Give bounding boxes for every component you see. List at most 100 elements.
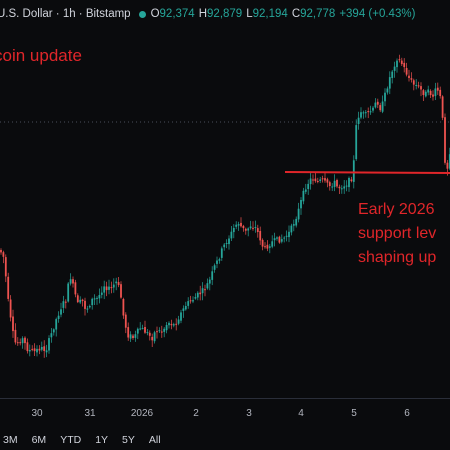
candle-body [441,96,444,118]
candle-body [300,200,302,209]
candle-body [175,323,178,325]
candle-body [345,185,348,187]
candle-body [381,101,384,112]
candle-body [331,186,334,188]
candle-body [79,299,82,303]
range-button-1y[interactable]: 1Y [95,434,109,446]
candle-body [177,319,180,324]
support-level-line[interactable] [284,171,450,174]
price-chart-area[interactable]: coin update Early 2026 support lev shapi… [0,0,450,398]
candle-body [249,226,252,229]
candle-body [374,102,377,108]
candle-body [261,239,264,247]
candle-body [333,180,336,187]
candle-body [50,333,53,338]
time-axis[interactable]: 30 31 2026 2 3 4 5 6 [0,398,450,427]
candle-body [40,347,43,350]
range-button-6m[interactable]: 6M [31,434,47,446]
candle-body [160,331,163,333]
candle-body [122,299,125,316]
candle-body [405,68,408,75]
candle-body [208,279,211,284]
candle-body [165,325,168,331]
candle-body [88,306,91,308]
candle-body [314,178,317,182]
candle-body [372,107,374,111]
candle-body [112,284,115,288]
support-note-line-3: shaping up [358,249,437,266]
candle-body [271,241,274,247]
range-button-all[interactable]: All [148,434,161,446]
candle-body [444,117,446,163]
candle-body [391,71,394,78]
candle-body [448,154,450,169]
x-axis-label: 3 [246,408,252,419]
candle-body [172,324,175,326]
support-note-line-1: Early 2026 [358,201,435,218]
candle-body [427,89,430,93]
candle-body [117,282,120,286]
chart-title-annotation: coin update [0,46,82,66]
candle-body [340,188,343,190]
candle-body [168,322,170,326]
candle-body [436,87,439,91]
ohlc-high-key: H [198,8,208,20]
candle-body [393,66,396,71]
candle-body [48,338,50,351]
candle-body [124,314,127,328]
ohlc-high: H92,879 [199,8,247,20]
candle-body [201,288,204,294]
support-note-line-2: support lev [358,225,437,242]
candle-body [184,306,187,310]
candle-body [103,286,106,293]
ohlc-close-value: 92,778 [300,8,336,20]
candle-body [33,348,36,352]
candle-body [259,231,262,241]
x-axis-label: 6 [404,408,410,419]
candle-body [206,283,209,289]
candle-body [4,257,7,277]
candlestick-chart[interactable] [0,0,450,398]
ohlc-open-value: 92,374 [159,8,195,20]
candle-body [290,225,293,233]
candle-body [280,239,283,242]
candle-body [182,308,185,311]
candle-body [364,112,367,114]
candle-body [264,246,266,248]
candle-body [187,301,190,306]
candle-body [211,271,214,280]
candle-body [43,346,46,351]
candle-body [312,179,314,181]
candle-body [362,112,365,114]
candle-body [14,329,17,343]
candle-body [326,179,329,183]
x-axis-label: 4 [298,408,304,419]
x-axis-label: 5 [351,408,357,419]
ohlc-close: C92,778 [292,8,340,20]
candle-body [307,183,310,189]
symbol-title[interactable]: U.S. Dollar · 1h · Bitstamp [0,8,131,20]
candle-body [434,88,437,97]
candle-body [2,252,5,257]
annotation-title-text: coin update [0,46,82,65]
candle-body [153,332,156,342]
candle-body [151,336,154,341]
candle-body [213,265,216,270]
candle-body [60,309,62,315]
candle-body [115,281,118,284]
candle-body [192,300,194,302]
range-button-5y[interactable]: 5Y [122,434,135,446]
range-button-3m[interactable]: 3M [3,434,18,446]
candle-body [96,297,98,299]
range-button-ytd[interactable]: YTD [60,434,82,446]
candle-body [429,90,432,96]
candle-body [415,85,418,86]
candle-body [148,332,151,336]
candle-body [237,224,240,226]
candle-body [424,91,427,97]
candle-body [338,186,341,189]
candle-body [62,301,65,308]
candle-body [292,224,295,226]
candle-body [105,286,108,291]
candle-body [24,337,26,344]
